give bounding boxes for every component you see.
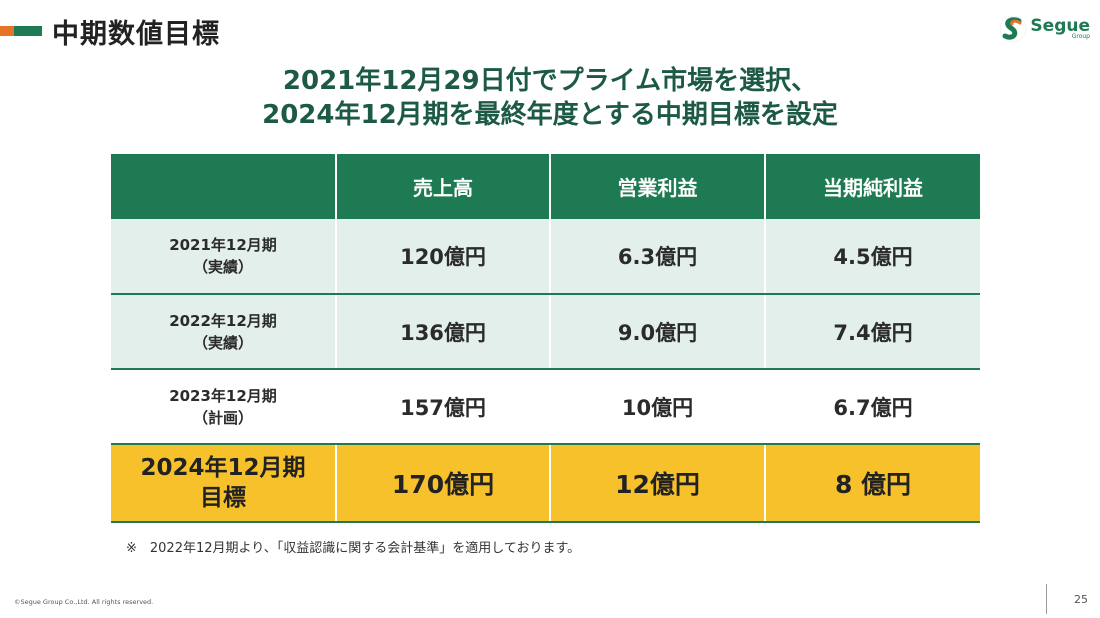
period-label: 2022年12月期 <box>169 311 277 330</box>
net-profit-cell: 4.5億円 <box>765 219 980 295</box>
sales-cell: 157億円 <box>336 369 551 445</box>
headline: 2021年12月29日付でプライム市場を選択、 2024年12月期を最終年度とす… <box>0 64 1100 132</box>
page-number-divider <box>1046 584 1047 614</box>
period-status: （実績） <box>192 333 253 352</box>
logo-subtext: Group <box>1071 33 1090 40</box>
sales-cell: 170億円 <box>336 444 551 523</box>
operating-profit-cell: 12億円 <box>550 444 766 523</box>
net-profit-cell: 7.4億円 <box>765 294 980 370</box>
page-number: 25 <box>1074 593 1088 606</box>
table-row-target: 2024年12月期 目標 170億円 12億円 8 億円 <box>111 444 980 523</box>
operating-profit-cell: 9.0億円 <box>550 294 766 370</box>
header-cell-sales: 売上高 <box>336 154 551 219</box>
sales-cell: 120億円 <box>336 219 551 295</box>
period-cell: 2022年12月期 （実績） <box>111 294 337 370</box>
header-cell-operating-profit: 営業利益 <box>550 154 766 219</box>
table-header-row: 売上高 営業利益 当期純利益 <box>111 154 980 219</box>
sales-cell: 136億円 <box>336 294 551 370</box>
table-row: 2022年12月期 （実績） 136億円 9.0億円 7.4億円 <box>111 294 980 370</box>
period-status: 目標 <box>200 485 246 511</box>
period-label: 2024年12月期 <box>140 455 306 481</box>
headline-line-2: 2024年12月期を最終年度とする中期目標を設定 <box>262 100 838 130</box>
table-row: 2021年12月期 （実績） 120億円 6.3億円 4.5億円 <box>111 219 980 295</box>
net-profit-cell: 8 億円 <box>765 444 980 523</box>
header-cell-net-profit: 当期純利益 <box>765 154 980 219</box>
copyright: ©Segue Group Co.,Ltd. All rights reserve… <box>14 598 154 606</box>
period-label: 2023年12月期 <box>169 386 277 405</box>
logo-name: Segue <box>1030 16 1090 36</box>
headline-line-1: 2021年12月29日付でプライム市場を選択、 <box>282 66 818 96</box>
period-cell: 2021年12月期 （実績） <box>111 219 337 295</box>
period-cell: 2023年12月期 （計画） <box>111 369 337 445</box>
title-accent-bar <box>0 26 42 36</box>
table-row: 2023年12月期 （計画） 157億円 10億円 6.7億円 <box>111 369 980 445</box>
net-profit-cell: 6.7億円 <box>765 369 980 445</box>
period-status: （計画） <box>192 408 253 427</box>
operating-profit-cell: 10億円 <box>550 369 766 445</box>
header-cell-blank <box>111 154 337 219</box>
period-status: （実績） <box>192 258 253 276</box>
mid-term-targets-table: 売上高 営業利益 当期純利益 2021年12月期 （実績） 120億円 6.3億… <box>111 154 980 523</box>
footnote: ※ 2022年12月期より、「収益認識に関する会計基準」を適用しております。 <box>126 541 581 556</box>
period-cell: 2024年12月期 目標 <box>111 444 337 523</box>
page-title: 中期数値目標 <box>52 19 220 50</box>
operating-profit-cell: 6.3億円 <box>550 219 766 295</box>
period-label: 2021年12月期 <box>169 236 277 254</box>
segue-logo-icon <box>1000 15 1027 43</box>
company-logo: Segue Group <box>999 14 1090 44</box>
